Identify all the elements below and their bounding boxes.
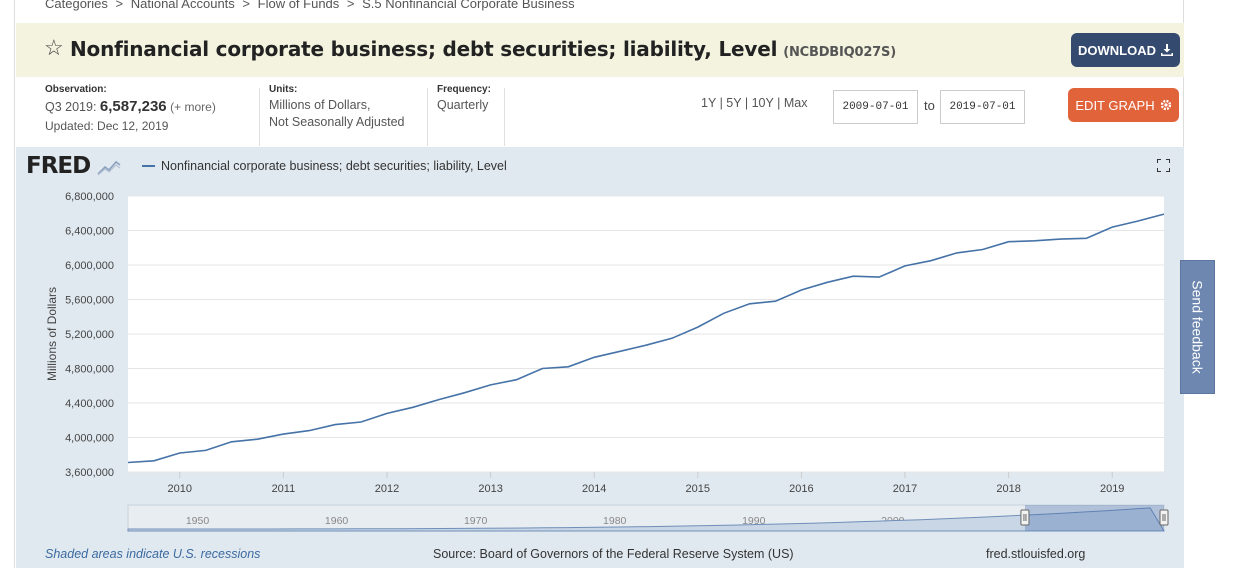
breadcrumb-national-accounts[interactable]: National Accounts — [130, 0, 235, 11]
line-chart: 3,600,000 4,000,000 4,400,000 4,800,000 5,20… — [45, 191, 1169, 532]
navigator-handle[interactable] — [1020, 509, 1030, 526]
date-from-input[interactable]: 2009-07-01 — [833, 90, 918, 124]
range-5y[interactable]: 5Y — [726, 96, 742, 110]
main-panel: Categories > National Accounts > Flow of… — [14, 0, 1184, 568]
navigator-tick-label: 1950 — [186, 515, 210, 527]
observation-value: 6,587,236 — [99, 98, 167, 115]
page-title: Nonfinancial corporate business; debt se… — [70, 37, 896, 61]
x-tick-label: 2011 — [272, 483, 296, 495]
to-label: to — [924, 98, 935, 113]
divider — [259, 88, 260, 146]
series-id: (NCBDBIQ027S) — [783, 45, 896, 60]
breadcrumb-separator: > — [242, 0, 251, 11]
navigator-selection[interactable] — [1024, 505, 1164, 531]
breadcrumb-flow-of-funds[interactable]: Flow of Funds — [257, 0, 340, 11]
range-max[interactable]: Max — [783, 96, 808, 110]
star-icon[interactable]: ☆ — [44, 35, 64, 60]
send-feedback-label: Send feedback — [1189, 280, 1206, 374]
divider — [504, 88, 505, 146]
fred-logo: FRED — [26, 153, 121, 179]
x-tick-label: 2010 — [168, 483, 192, 495]
chart-legend[interactable]: Nonfinancial corporate business; debt se… — [142, 159, 507, 173]
x-tick-label: 2019 — [1100, 483, 1124, 495]
y-tick-label: 6,400,000 — [65, 226, 114, 238]
observation-period: Q3 2019: — [45, 100, 97, 114]
series-title: Nonfinancial corporate business; debt se… — [70, 37, 778, 61]
download-icon — [1161, 44, 1173, 56]
navigator-tick-label: 1960 — [325, 515, 349, 527]
y-tick-label: 5,600,000 — [65, 295, 114, 307]
y-tick-label: 5,200,000 — [65, 329, 114, 341]
x-tick-label: 2018 — [996, 483, 1020, 495]
legend-line — [142, 165, 155, 167]
divider — [427, 88, 428, 146]
y-tick-label: 3,600,000 — [65, 467, 114, 479]
edit-graph-button[interactable]: EDIT GRAPH — [1068, 88, 1179, 122]
x-tick-label: 2016 — [789, 483, 813, 495]
observation-block: Observation: Q3 2019: 6,587,236 (+ more)… — [45, 84, 216, 133]
x-tick-label: 2017 — [893, 483, 917, 495]
y-tick-label: 4,800,000 — [65, 364, 114, 376]
source-text: Source: Board of Governors of the Federa… — [433, 547, 794, 561]
download-label: DOWNLOAD — [1078, 42, 1156, 58]
range-selector: 1Y | 5Y | 10Y | Max — [701, 96, 807, 110]
x-tick-label: 2014 — [582, 483, 606, 495]
x-tick-label: 2012 — [375, 483, 399, 495]
range-1y[interactable]: 1Y — [701, 96, 717, 110]
range-separator: | — [777, 96, 781, 110]
updated-date: Updated: Dec 12, 2019 — [45, 119, 169, 133]
y-tick-label: 6,800,000 — [65, 191, 114, 203]
y-tick-label: 4,000,000 — [65, 433, 114, 445]
fred-logo-chart-icon — [97, 160, 121, 175]
navigator-tick-label: 1970 — [464, 515, 488, 527]
breadcrumb-separator: > — [346, 0, 355, 11]
units-line2: Not Seasonally Adjusted — [269, 115, 405, 129]
send-feedback-button[interactable]: Send feedback — [1180, 260, 1215, 394]
fred-logo-text: FRED — [26, 153, 91, 179]
footer-url[interactable]: fred.stlouisfed.org — [986, 547, 1086, 561]
range-10y[interactable]: 10Y — [751, 96, 774, 110]
y-tick-label: 4,400,000 — [65, 398, 114, 410]
y-axis-label: Millions of Dollars — [45, 287, 59, 381]
breadcrumb-categories[interactable]: Categories — [45, 0, 108, 11]
navigator-area — [127, 507, 1165, 532]
breadcrumb: Categories > National Accounts > Flow of… — [45, 0, 579, 11]
navigator-tick-label: 1980 — [603, 515, 627, 527]
units-label: Units: — [269, 84, 298, 95]
breadcrumb-separator: > — [115, 0, 124, 11]
legend-label: Nonfinancial corporate business; debt se… — [161, 159, 507, 173]
frequency-block: Frequency: Quarterly — [437, 84, 491, 112]
range-separator: | — [744, 96, 749, 110]
units-line1: Millions of Dollars, — [269, 98, 371, 112]
observation-label: Observation: — [45, 84, 107, 95]
breadcrumb-s5[interactable]: S.5 Nonfinancial Corporate Business — [362, 0, 575, 11]
graph-area: FRED Nonfinancial corporate business; de… — [16, 147, 1184, 568]
frequency-value: Quarterly — [437, 98, 489, 112]
series-line — [127, 213, 1165, 464]
recession-note: Shaded areas indicate U.S. recessions — [45, 547, 261, 561]
more-link[interactable]: (+ more) — [170, 100, 216, 114]
x-tick-label: 2015 — [686, 483, 710, 495]
date-to-input[interactable]: 2019-07-01 — [940, 90, 1025, 124]
title-bar: ☆ Nonfinancial corporate business; debt … — [16, 23, 1184, 77]
navigator-handle[interactable] — [1159, 509, 1169, 526]
download-button[interactable]: DOWNLOAD — [1071, 33, 1180, 67]
units-block: Units: Millions of Dollars, Not Seasonal… — [269, 84, 405, 129]
gear-icon — [1160, 99, 1171, 111]
range-separator: | — [719, 96, 723, 110]
x-tick-label: 2013 — [478, 483, 502, 495]
y-tick-label: 6,000,000 — [65, 260, 114, 272]
frequency-label: Frequency: — [437, 84, 491, 95]
edit-graph-label: EDIT GRAPH — [1075, 97, 1155, 113]
